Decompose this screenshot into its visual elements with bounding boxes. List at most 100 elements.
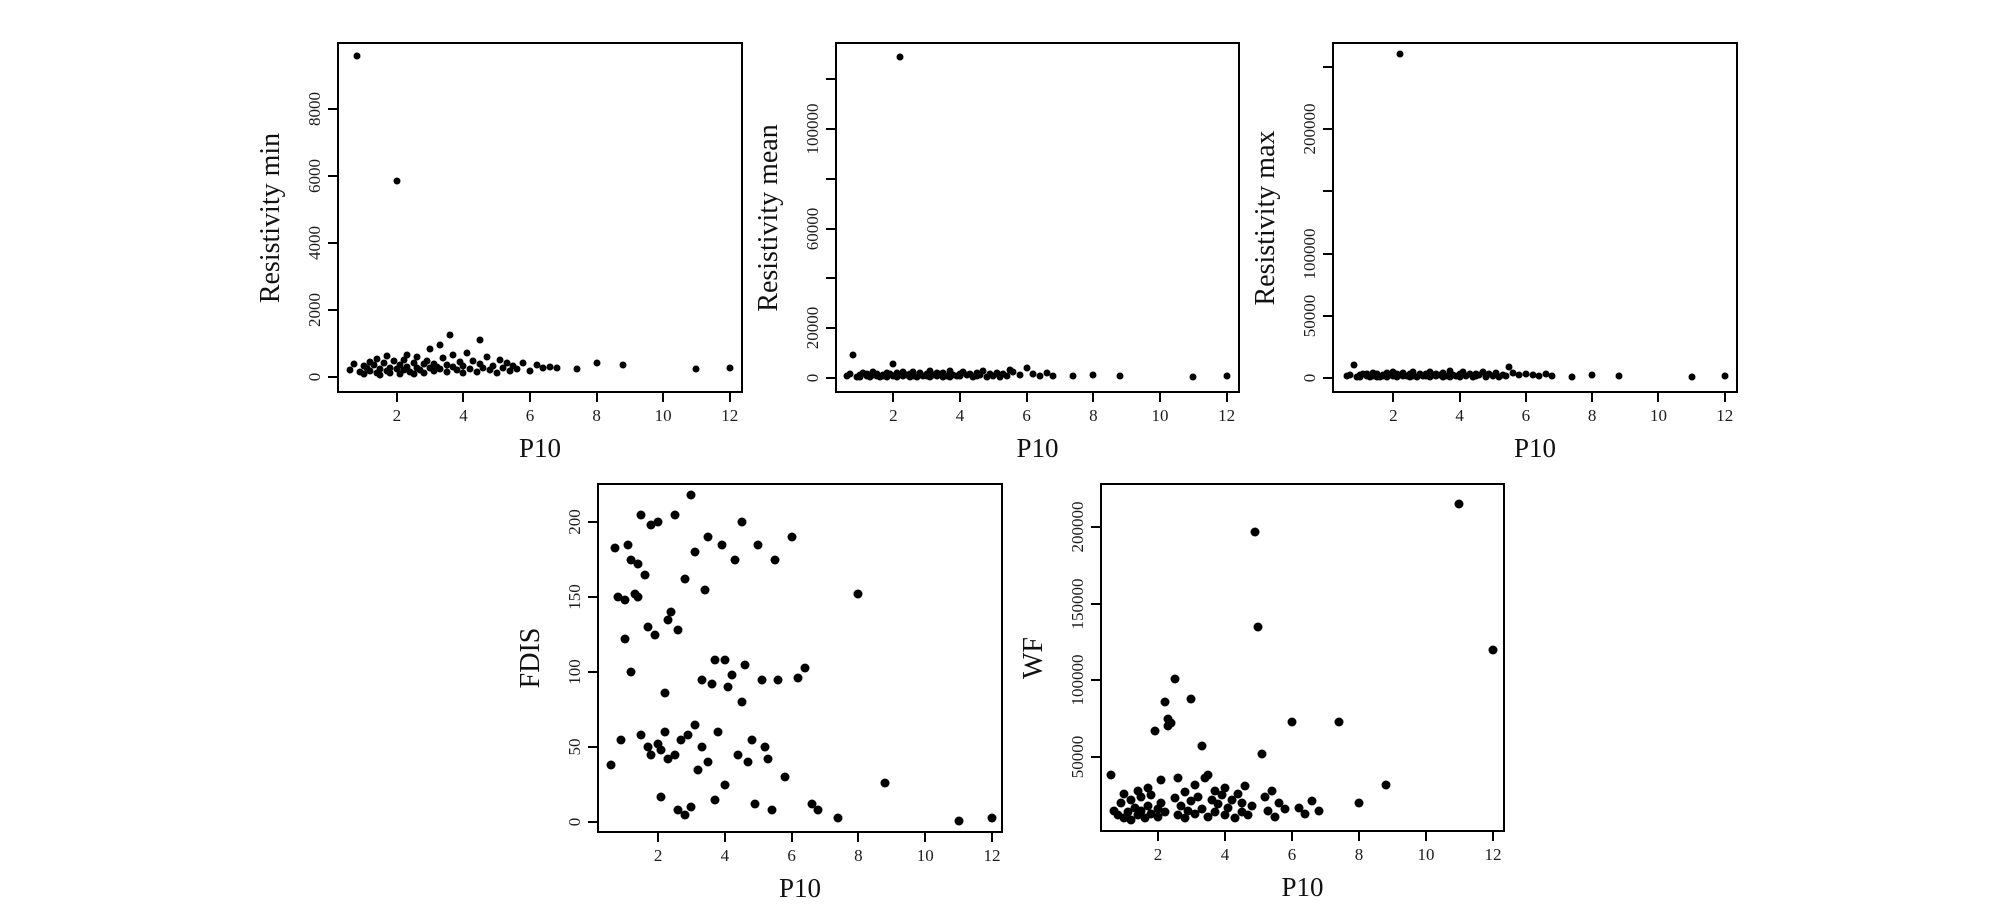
data-point — [1721, 372, 1729, 380]
y-tick — [1323, 190, 1332, 193]
data-point — [436, 341, 444, 349]
data-point — [1381, 780, 1391, 790]
data-point — [606, 760, 616, 770]
data-point — [436, 365, 444, 373]
data-point — [386, 369, 394, 377]
y-tick — [1091, 679, 1100, 682]
data-point — [426, 345, 434, 353]
data-point — [1173, 773, 1183, 783]
data-point — [720, 655, 730, 665]
data-point — [673, 625, 683, 635]
plot-area: 2 4 6 8 10 12 0 50 100 150 200 — [565, 483, 1003, 864]
y-tick — [1323, 377, 1332, 380]
data-point — [793, 673, 803, 683]
x-axis-title: P10 — [1281, 872, 1324, 902]
data-point — [1189, 373, 1197, 381]
data-point — [1126, 815, 1136, 825]
x-tick-label: 8 — [854, 846, 863, 865]
x-tick-label: 12 — [1484, 845, 1502, 864]
data-point — [1243, 810, 1253, 820]
data-point — [710, 795, 720, 805]
data-point — [459, 362, 467, 370]
y-tick — [1323, 252, 1332, 255]
data-point — [650, 630, 660, 640]
data-point — [710, 655, 720, 665]
data-point — [466, 365, 474, 373]
data-point — [676, 735, 686, 745]
x-tick — [1458, 393, 1461, 402]
data-point — [353, 52, 361, 60]
data-point — [773, 675, 783, 685]
data-point — [653, 739, 663, 749]
y-tick-label: 100000 — [1300, 228, 1319, 280]
data-point — [503, 359, 511, 367]
y-tick — [1091, 526, 1100, 529]
data-point — [489, 362, 497, 370]
data-point — [1106, 770, 1116, 780]
y-tick — [588, 596, 597, 599]
data-point — [420, 360, 428, 368]
x-tick-label: 4 — [1455, 406, 1464, 425]
x-tick — [1524, 393, 1527, 402]
data-point — [1180, 813, 1190, 823]
data-point — [610, 543, 620, 553]
data-point — [690, 720, 700, 730]
y-tick — [328, 375, 337, 378]
data-point — [846, 370, 854, 378]
data-point — [1223, 372, 1231, 380]
y-tick-label: 0 — [1300, 373, 1319, 383]
data-point — [727, 670, 737, 680]
data-point — [1119, 813, 1129, 823]
data-point — [499, 364, 507, 372]
data-point — [620, 595, 630, 605]
data-point — [976, 371, 984, 379]
y-tick-label: 0 — [803, 373, 822, 383]
data-point — [1535, 372, 1543, 380]
data-point — [1170, 674, 1180, 684]
x-tick — [1591, 393, 1594, 402]
data-point — [506, 367, 514, 375]
x-tick — [1223, 832, 1226, 841]
y-tick — [588, 521, 597, 524]
data-point — [956, 372, 964, 380]
y-tick-label: 50000 — [1068, 735, 1087, 779]
data-point — [1143, 783, 1153, 793]
data-point — [743, 757, 753, 767]
data-point — [403, 363, 411, 371]
data-point — [1109, 806, 1119, 816]
data-point — [449, 351, 457, 359]
data-point — [1160, 697, 1170, 707]
x-tick-label: 12 — [1716, 406, 1734, 425]
data-point — [513, 365, 521, 373]
data-point — [889, 360, 897, 368]
x-tick-label: 10 — [1417, 845, 1435, 864]
x-tick-label: 8 — [1089, 406, 1098, 425]
data-point — [987, 813, 997, 823]
x-tick — [1159, 393, 1161, 402]
y-tick — [1091, 755, 1100, 758]
data-point — [346, 366, 354, 374]
data-point — [896, 53, 904, 61]
data-point — [1193, 792, 1203, 802]
data-point — [1346, 371, 1354, 379]
data-point — [1016, 371, 1024, 379]
x-tick-label: 10 — [1151, 406, 1169, 425]
data-point — [1522, 370, 1530, 378]
data-point — [396, 361, 404, 369]
data-point — [633, 592, 643, 602]
data-point — [386, 364, 394, 372]
y-tick-label: 100000 — [1068, 654, 1087, 706]
y-tick-label: 8000 — [305, 91, 324, 126]
y-tick-label: 6000 — [305, 158, 324, 193]
y-tick — [826, 227, 835, 230]
data-point — [403, 351, 411, 359]
data-point — [1197, 804, 1206, 814]
data-point — [476, 336, 484, 344]
x-axis-title: P10 — [778, 873, 822, 903]
data-point — [670, 510, 680, 520]
x-axis-title: P10 — [1513, 433, 1557, 463]
x-tick-label: 10 — [916, 846, 934, 865]
data-point — [757, 675, 767, 685]
y-tick — [588, 671, 597, 674]
data-point — [1143, 801, 1153, 811]
